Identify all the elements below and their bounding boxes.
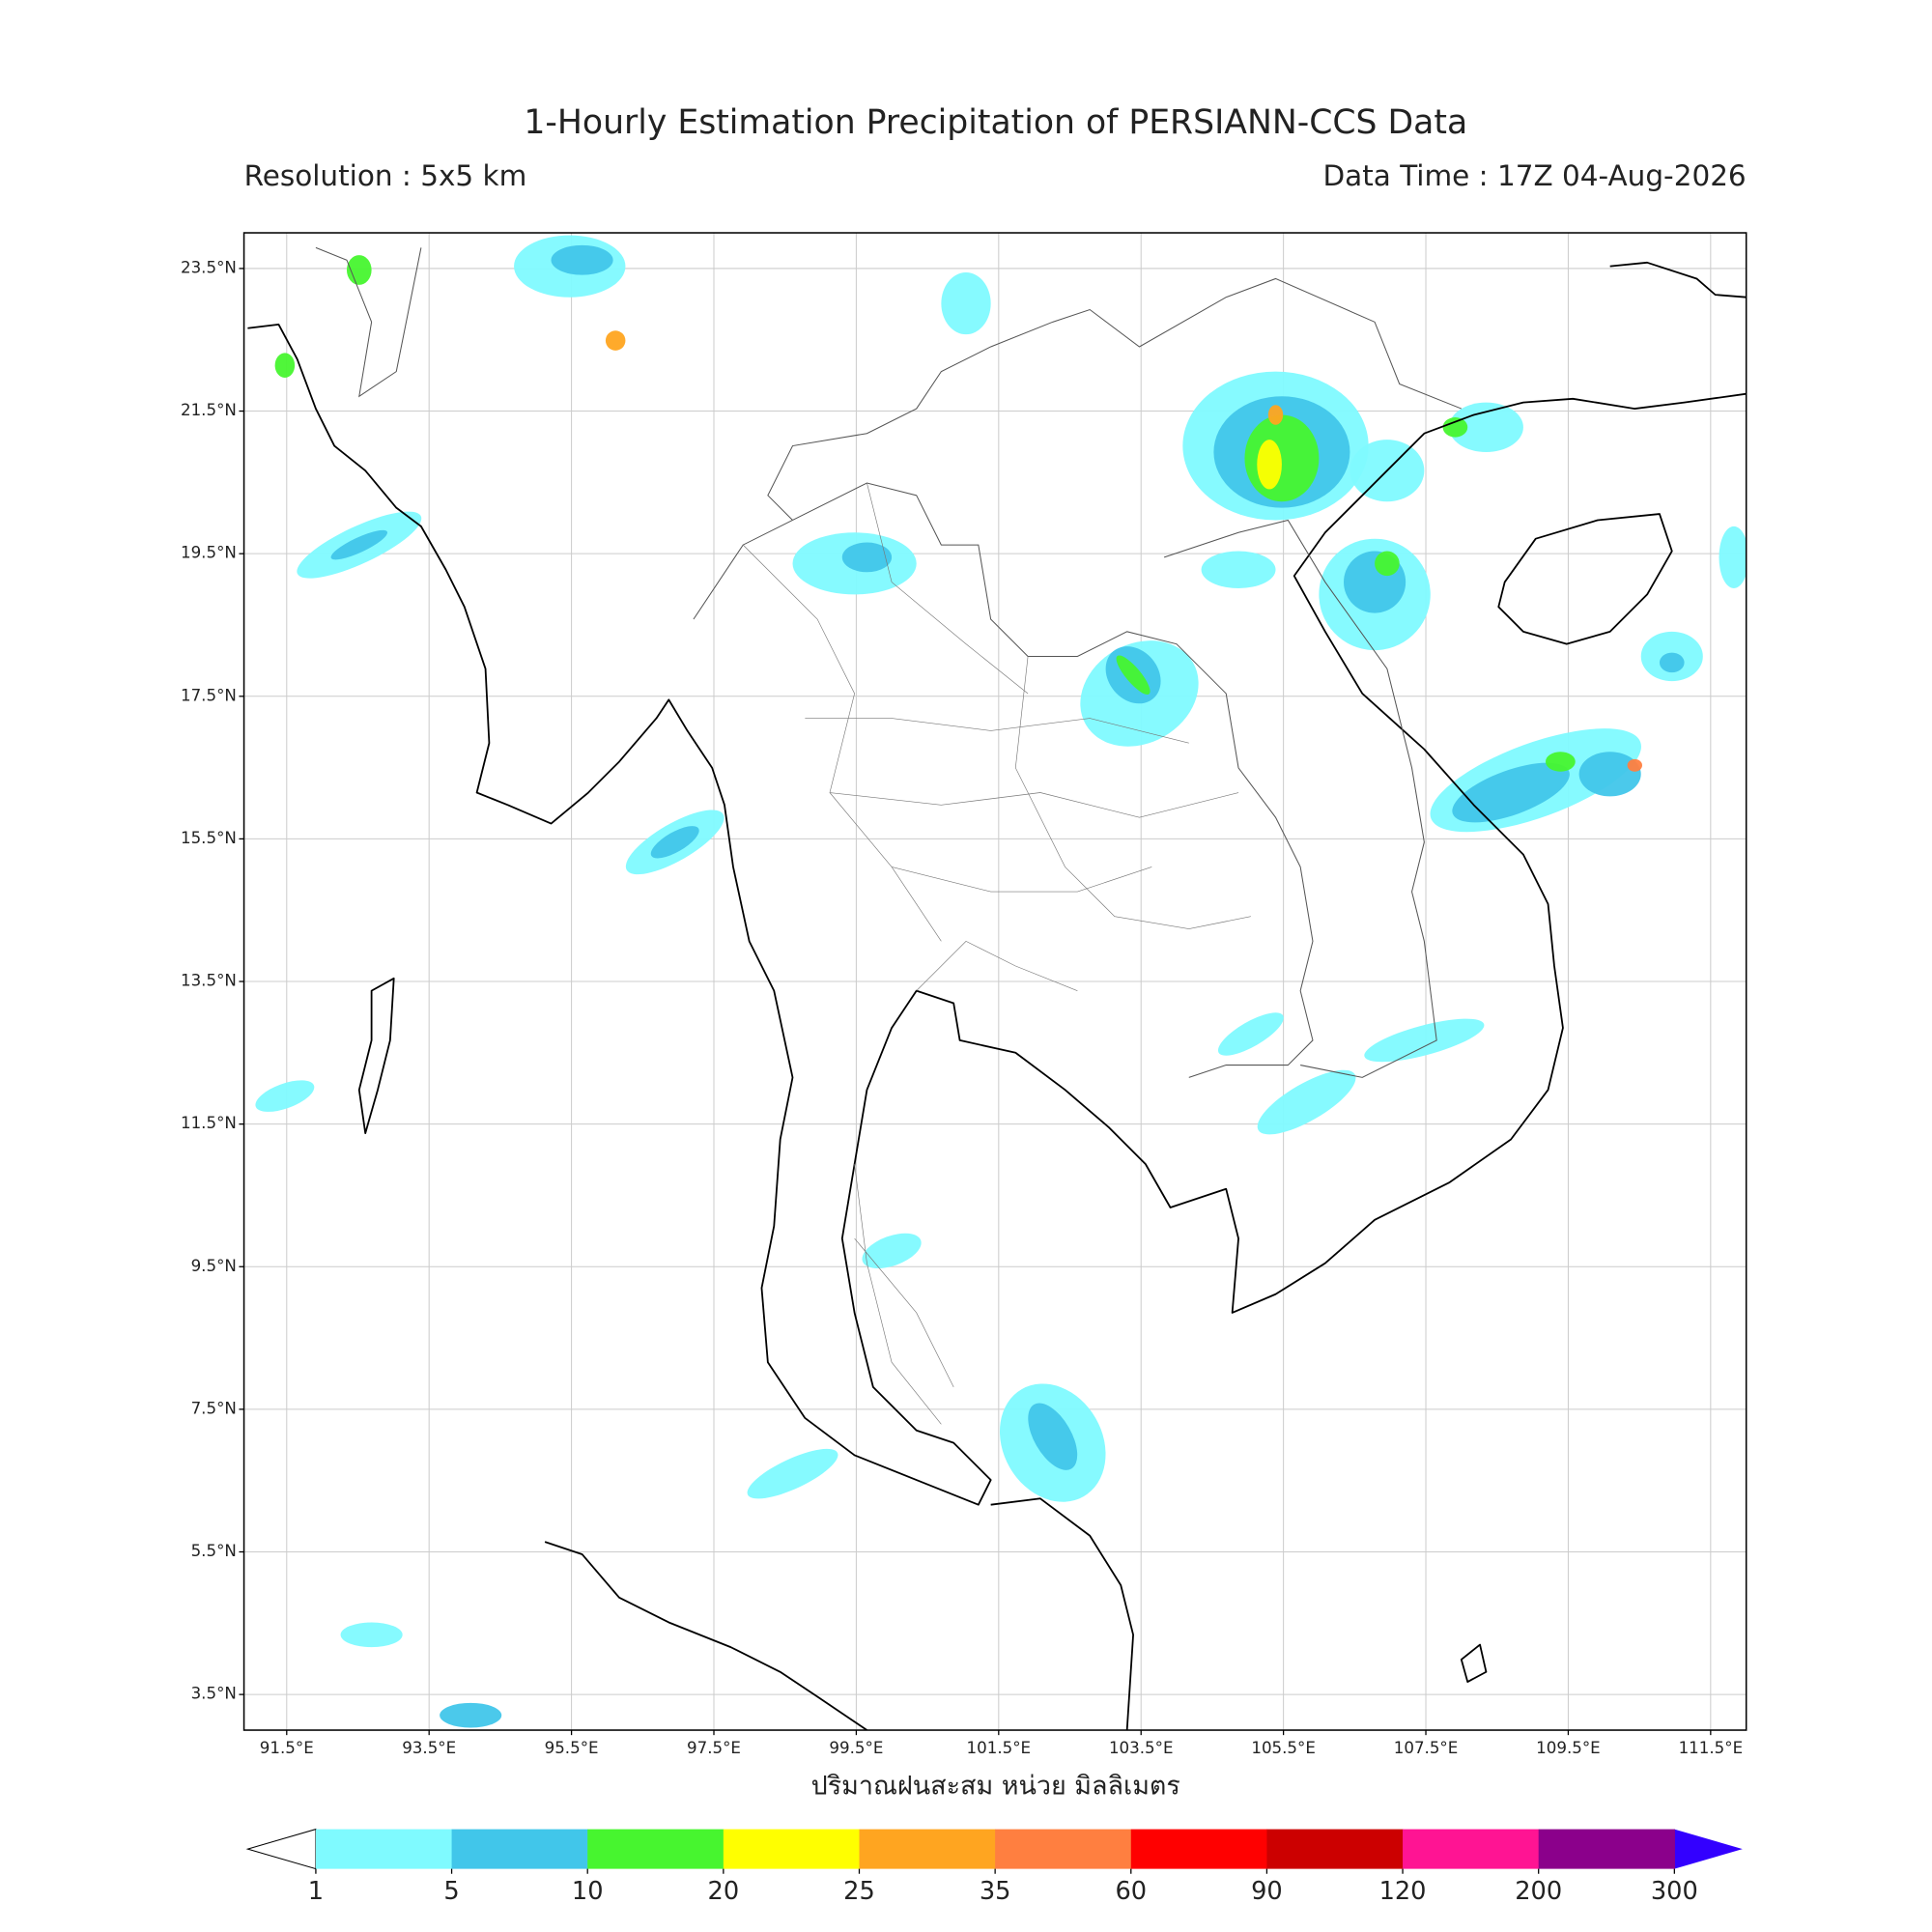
- rain-field: [255, 235, 1747, 1728]
- border: [693, 482, 1314, 1078]
- ticks: 23.5°N 21.5°N 19.5°N 17.5°N 15.5°N 13.5°N 11.5…: [181, 258, 1743, 1756]
- lon-tick-label: 107.5°E: [1394, 1739, 1459, 1757]
- lon-tick-label: 101.5°E: [967, 1739, 1032, 1757]
- rain-cell: [1546, 752, 1576, 772]
- colorbar-label: 20: [708, 1877, 740, 1906]
- lon-tick-label: 95.5°E: [545, 1739, 599, 1757]
- lat-tick-label: 11.5°N: [181, 1114, 237, 1132]
- colorbar-label: 10: [572, 1877, 604, 1906]
- rain-cell: [1028, 1403, 1078, 1470]
- resolution: Resolution : 5x5 km: [244, 159, 527, 192]
- colorbar-label: 35: [980, 1877, 1011, 1906]
- rain-cell: [1452, 762, 1570, 823]
- lon-tick-label: 91.5°E: [260, 1739, 314, 1757]
- rain-cell: [605, 330, 626, 351]
- lon-tick-label: 109.5°E: [1536, 1739, 1601, 1757]
- coastline: [247, 324, 1747, 1506]
- lon-tick-label: 99.5°E: [829, 1739, 883, 1757]
- coastline: [990, 1497, 1134, 1731]
- rain-cell: [747, 1448, 838, 1499]
- colorbar-segment: [995, 1829, 1132, 1869]
- provinces: [743, 482, 1251, 1425]
- border: [767, 277, 1463, 521]
- rain-cell: [1659, 652, 1685, 673]
- border: [1163, 519, 1437, 1078]
- rain-cell: [1578, 752, 1641, 797]
- x-axis-label: ปริมาณฝนสะสม หน่วย มิลลิเมตร: [811, 1772, 1180, 1802]
- rain-cell: [1244, 414, 1320, 502]
- colorbar-label: 60: [1115, 1877, 1147, 1906]
- colorbar-segment: [859, 1829, 996, 1869]
- rain-cell: [841, 542, 893, 573]
- rain-cell: [650, 826, 699, 859]
- colorbar-segment: [315, 1829, 453, 1869]
- rain-cell: [1257, 1069, 1356, 1135]
- island: [1460, 1643, 1488, 1683]
- lon-tick-label: 105.5°E: [1251, 1739, 1316, 1757]
- colorbar-label: 90: [1251, 1877, 1283, 1906]
- rain-cell: [440, 1702, 502, 1728]
- rain-cell: [1719, 526, 1747, 588]
- rain-cell: [1375, 551, 1400, 577]
- graticule: [243, 233, 1747, 1731]
- rain-cell: [1364, 1018, 1485, 1063]
- colorbar-label: 5: [443, 1877, 459, 1906]
- rain-cell: [941, 272, 991, 335]
- rain-cell: [1442, 417, 1468, 438]
- hainan: [1497, 513, 1673, 645]
- rain-cell: [330, 529, 388, 560]
- colorbar-label: 25: [843, 1877, 875, 1906]
- colorbar-label: 1: [308, 1877, 324, 1906]
- lat-tick-label: 3.5°N: [191, 1685, 237, 1703]
- colorbar-over: [1674, 1829, 1743, 1869]
- colorbar-label: 120: [1379, 1877, 1427, 1906]
- colorbar-label: 300: [1651, 1877, 1698, 1906]
- colorbar-label: 200: [1515, 1877, 1562, 1906]
- rain-cell: [1627, 758, 1642, 772]
- colorbar-segment: [587, 1829, 724, 1869]
- lat-tick-label: 13.5°N: [181, 972, 237, 990]
- colorbar-segment: [451, 1829, 588, 1869]
- rain-cell: [346, 255, 372, 285]
- rain-cell: [551, 244, 613, 275]
- rain-cell: [1201, 551, 1276, 588]
- colorbar: 1 5 10 20 25 35 60 90 120 200 300: [245, 1828, 1743, 1906]
- lon-tick-label: 97.5°E: [687, 1739, 741, 1757]
- lon-tick-label: 103.5°E: [1109, 1739, 1174, 1757]
- lat-tick-label: 23.5°N: [181, 258, 237, 276]
- coastlines: [247, 246, 1747, 1731]
- lat-tick-label: 15.5°N: [181, 829, 237, 847]
- lat-tick-label: 5.5°N: [191, 1542, 237, 1560]
- rain-cell: [274, 353, 296, 379]
- rain-cell: [1449, 402, 1523, 452]
- colorbar-segment: [1130, 1829, 1268, 1869]
- rain-cell: [1217, 1012, 1284, 1056]
- rain-cell: [1116, 655, 1151, 695]
- island: [357, 977, 395, 1134]
- lat-tick-label: 19.5°N: [181, 544, 237, 562]
- data-time: Data Time : 17Z 04-Aug-2026: [1322, 159, 1746, 192]
- rain-cell: [340, 1622, 403, 1648]
- lat-tick-label: 17.5°N: [181, 686, 237, 704]
- colorbar-segment: [723, 1829, 861, 1869]
- border: [315, 246, 422, 398]
- coastline: [1609, 261, 1747, 298]
- coastline: [544, 1541, 867, 1731]
- lat-tick-label: 7.5°N: [191, 1399, 237, 1417]
- lon-tick-label: 111.5°E: [1679, 1739, 1744, 1757]
- lat-tick-label: 21.5°N: [181, 401, 237, 419]
- colorbar-segment: [1538, 1829, 1675, 1869]
- rain-cell: [862, 1233, 922, 1269]
- colorbar-under: [245, 1828, 317, 1870]
- title: 1-Hourly Estimation Precipitation of PER…: [524, 103, 1467, 142]
- rain-cell: [1267, 405, 1284, 425]
- rain-cell: [255, 1080, 315, 1112]
- colorbar-segment: [1266, 1829, 1404, 1869]
- lon-tick-label: 93.5°E: [402, 1739, 456, 1757]
- colorbar-segment: [1403, 1829, 1540, 1869]
- lat-tick-label: 9.5°N: [191, 1257, 237, 1275]
- rain-cell: [1257, 440, 1282, 490]
